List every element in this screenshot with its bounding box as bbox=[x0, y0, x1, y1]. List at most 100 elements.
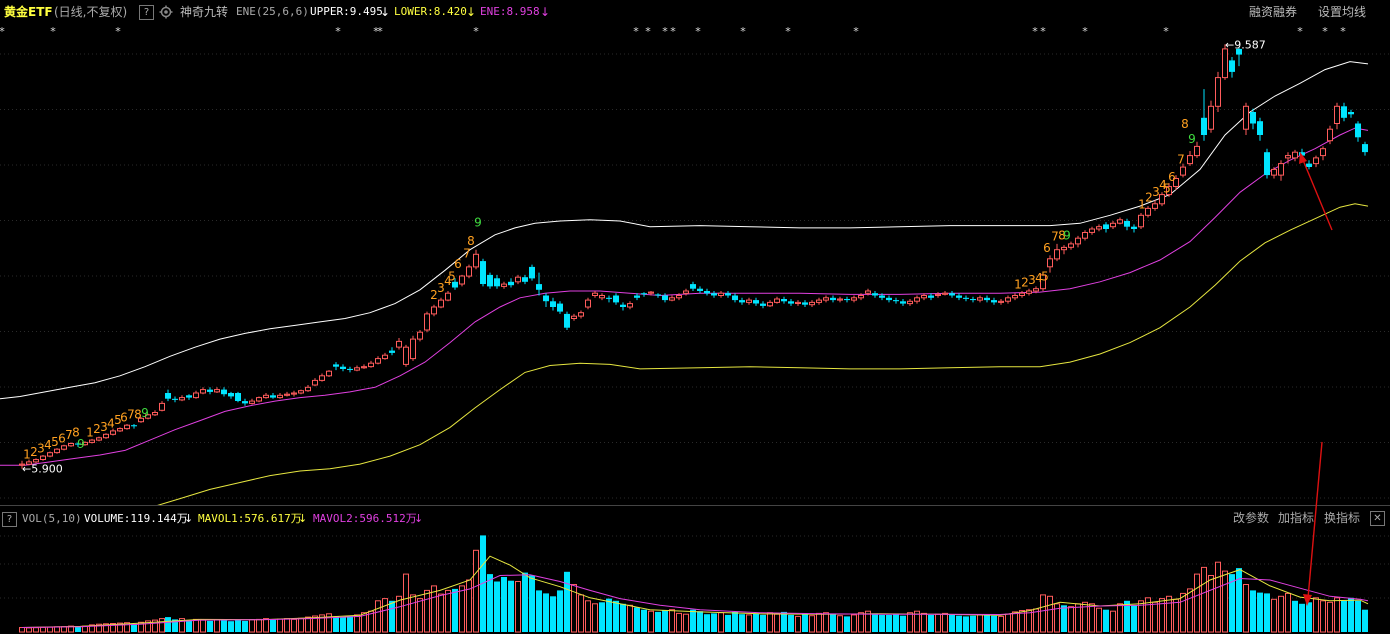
candle bbox=[956, 293, 962, 301]
candle bbox=[522, 274, 528, 285]
candle-body bbox=[221, 389, 227, 395]
volume-bar bbox=[1180, 592, 1186, 633]
volume-bar bbox=[494, 581, 500, 632]
edit-params-button[interactable]: 改参数 bbox=[1233, 511, 1270, 525]
candle bbox=[68, 442, 74, 447]
candle-body bbox=[823, 297, 829, 301]
candle bbox=[480, 258, 486, 287]
volume-bar bbox=[522, 572, 528, 632]
candle-body bbox=[214, 389, 220, 393]
volume-bar bbox=[928, 614, 934, 632]
low-price-label: ←5.900 bbox=[22, 463, 63, 476]
volume-bar bbox=[886, 614, 892, 632]
volume-bar bbox=[893, 614, 899, 632]
candle-body bbox=[235, 393, 241, 401]
volume-bar bbox=[1243, 584, 1249, 633]
ene-params: ENE(25,6,6) bbox=[236, 5, 309, 18]
candle-body bbox=[977, 297, 983, 301]
candle-body bbox=[207, 389, 213, 392]
nine-turn-count: 7 bbox=[65, 428, 73, 442]
star-marker: * bbox=[115, 25, 121, 38]
annotation-arrowhead-upper bbox=[1299, 152, 1307, 164]
candle bbox=[361, 364, 367, 369]
candle bbox=[760, 301, 766, 309]
help-button[interactable]: ? bbox=[139, 5, 154, 20]
volume-bar bbox=[487, 574, 493, 632]
candle bbox=[61, 444, 67, 451]
candle-body bbox=[75, 443, 81, 445]
volume-bar bbox=[1348, 597, 1354, 632]
candle-body bbox=[508, 281, 514, 286]
candle-body bbox=[1117, 219, 1123, 224]
candle bbox=[627, 301, 633, 310]
gear-icon[interactable] bbox=[159, 5, 173, 19]
candle bbox=[89, 438, 95, 444]
indicator-name[interactable]: 神奇九转 bbox=[180, 5, 229, 19]
volume-help-button[interactable]: ? bbox=[2, 512, 17, 527]
nine-turn-count: 6 bbox=[1168, 170, 1176, 184]
volume-bar bbox=[669, 609, 675, 633]
nine-turn-count: 8 bbox=[72, 426, 80, 440]
candle-body bbox=[480, 261, 486, 284]
star-marker: * bbox=[1297, 25, 1303, 38]
candle-body bbox=[291, 392, 297, 395]
candle bbox=[865, 288, 871, 296]
set-ma-button[interactable]: 设置均线 bbox=[1318, 5, 1367, 19]
candle-body bbox=[697, 288, 703, 291]
candle bbox=[1285, 152, 1291, 164]
price-chart[interactable]: ********************** 12345678912345678… bbox=[0, 0, 1390, 505]
candle-body bbox=[648, 291, 654, 294]
candle bbox=[1152, 200, 1158, 211]
volume-bar bbox=[110, 623, 116, 633]
candle bbox=[54, 448, 60, 454]
volume-bar bbox=[879, 614, 885, 632]
candle-body bbox=[256, 397, 262, 402]
mavol2-value: MAVOL2:596.512万 bbox=[313, 512, 417, 525]
candle-body bbox=[963, 297, 969, 299]
candle-body bbox=[550, 301, 556, 307]
candle bbox=[424, 311, 430, 333]
add-indicator-button[interactable]: 加指标 bbox=[1278, 511, 1315, 525]
candle bbox=[1117, 217, 1123, 225]
candle-body bbox=[1264, 152, 1270, 176]
volume-bar bbox=[627, 604, 633, 633]
candle bbox=[977, 295, 983, 303]
volume-bar bbox=[312, 615, 318, 633]
candle bbox=[473, 249, 479, 270]
candle bbox=[676, 293, 682, 301]
star-marker: * bbox=[373, 25, 379, 38]
margin-trading-button[interactable]: 融资融券 bbox=[1249, 5, 1298, 19]
volume-bar bbox=[75, 626, 81, 632]
close-indicator-button[interactable]: ✕ bbox=[1370, 511, 1385, 526]
candle-body bbox=[683, 290, 689, 294]
volume-bar bbox=[781, 611, 787, 632]
candle-body bbox=[368, 362, 374, 368]
candle-body bbox=[515, 276, 521, 283]
volume-bar bbox=[1047, 595, 1053, 633]
mavol1-line bbox=[21, 555, 1369, 628]
volume-bar bbox=[263, 618, 269, 633]
candle bbox=[235, 391, 241, 403]
candle-body bbox=[872, 293, 878, 296]
candle bbox=[200, 387, 206, 395]
star-marker: * bbox=[335, 25, 341, 38]
nine-turn-count: 2 bbox=[430, 288, 438, 302]
candle bbox=[1320, 146, 1326, 161]
candle bbox=[1026, 288, 1032, 296]
candle-body bbox=[774, 298, 780, 303]
nine-turn-count: 8 bbox=[1058, 228, 1066, 242]
candle-body bbox=[704, 291, 710, 294]
candle bbox=[75, 442, 81, 447]
candle-body bbox=[522, 277, 528, 282]
volume-bar bbox=[480, 535, 486, 632]
candle bbox=[417, 330, 423, 342]
candle bbox=[571, 313, 577, 321]
star-marker: * bbox=[695, 25, 701, 38]
nine-turn-count: 4 bbox=[444, 274, 452, 288]
candle-body bbox=[739, 300, 745, 303]
candle-body bbox=[767, 301, 773, 307]
switch-indicator-button[interactable]: 换指标 bbox=[1324, 511, 1361, 525]
candle-body bbox=[319, 375, 325, 381]
volume-bar bbox=[424, 589, 430, 633]
